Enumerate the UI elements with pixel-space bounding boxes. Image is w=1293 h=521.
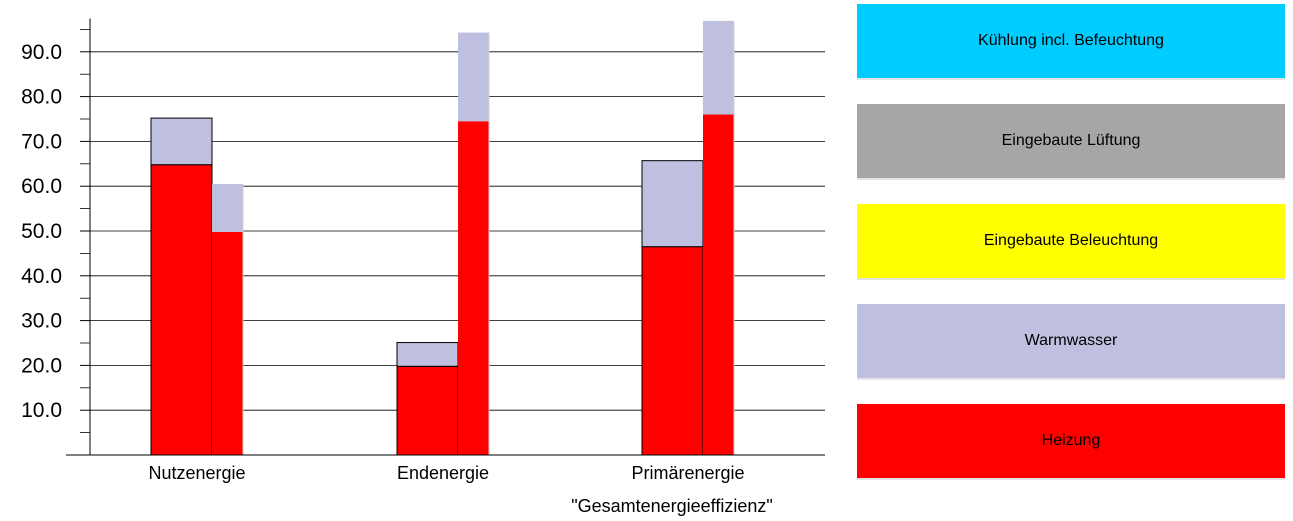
bar-segment-heizung <box>641 246 704 456</box>
chart-subtitle: "Gesamtenergieeffizienz" <box>571 496 773 516</box>
bar-segment-warmwasser <box>212 183 243 232</box>
legend-item-kuehlung: Kühlung incl. Befeuchtung <box>857 4 1285 80</box>
bar-segment-heizung <box>458 121 489 456</box>
legend-label: Kühlung incl. Befeuchtung <box>978 32 1164 49</box>
legend-item-beleuchtung: Eingebaute Beleuchtung <box>857 204 1285 280</box>
y-tick-label: 60.0 <box>21 175 62 198</box>
bar-segment-warmwasser <box>641 160 704 248</box>
category-labels: Nutzenergie Endenergie Primärenergie <box>148 463 744 483</box>
y-tick-label: 10.0 <box>21 399 62 422</box>
bars <box>150 20 735 456</box>
y-tick-label: 70.0 <box>21 130 62 153</box>
legend-label: Eingebaute Beleuchtung <box>983 232 1159 249</box>
y-tick-label: 80.0 <box>21 86 62 109</box>
bar-segment-heizung <box>212 231 243 455</box>
bar-segment-heizung <box>150 164 213 456</box>
y-axis: 10.0 20.0 30.0 40.0 50.0 60.0 70.0 80.0 90.0 <box>21 18 825 456</box>
legend-label: Warmwasser <box>1024 332 1118 349</box>
y-tick-label: 40.0 <box>21 265 62 288</box>
x-category-label: Primärenergie <box>631 463 744 483</box>
legend-item-warmwasser: Warmwasser <box>857 304 1285 380</box>
bar-segment-warmwasser <box>150 117 213 166</box>
bar-segment-warmwasser <box>396 342 459 367</box>
legend-label: Heizung <box>1041 432 1101 449</box>
y-tick-label: 50.0 <box>21 220 62 243</box>
bar-segment-warmwasser <box>703 20 734 115</box>
legend-item-lueftung: Eingebaute Lüftung <box>857 104 1285 180</box>
stacked-bar-chart: 10.0 20.0 30.0 40.0 50.0 60.0 70.0 80.0 90.0 Nut… <box>21 18 825 516</box>
bar-segment-heizung <box>396 365 459 456</box>
y-tick-label: 90.0 <box>21 41 62 64</box>
y-tick-label: 20.0 <box>21 354 62 377</box>
legend: Kühlung incl. Befeuchtung Eingebaute Lüf… <box>857 4 1285 504</box>
x-category-label: Endenergie <box>397 463 489 483</box>
legend-label: Eingebaute Lüftung <box>1001 132 1141 149</box>
x-category-label: Nutzenergie <box>148 463 245 483</box>
y-tick-label: 30.0 <box>21 310 62 333</box>
legend-item-heizung: Heizung <box>857 404 1285 480</box>
bar-segment-warmwasser <box>458 32 489 122</box>
bar-segment-heizung <box>703 114 734 456</box>
